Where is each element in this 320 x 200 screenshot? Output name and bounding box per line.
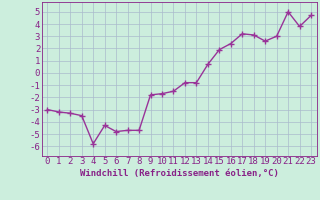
X-axis label: Windchill (Refroidissement éolien,°C): Windchill (Refroidissement éolien,°C) — [80, 169, 279, 178]
